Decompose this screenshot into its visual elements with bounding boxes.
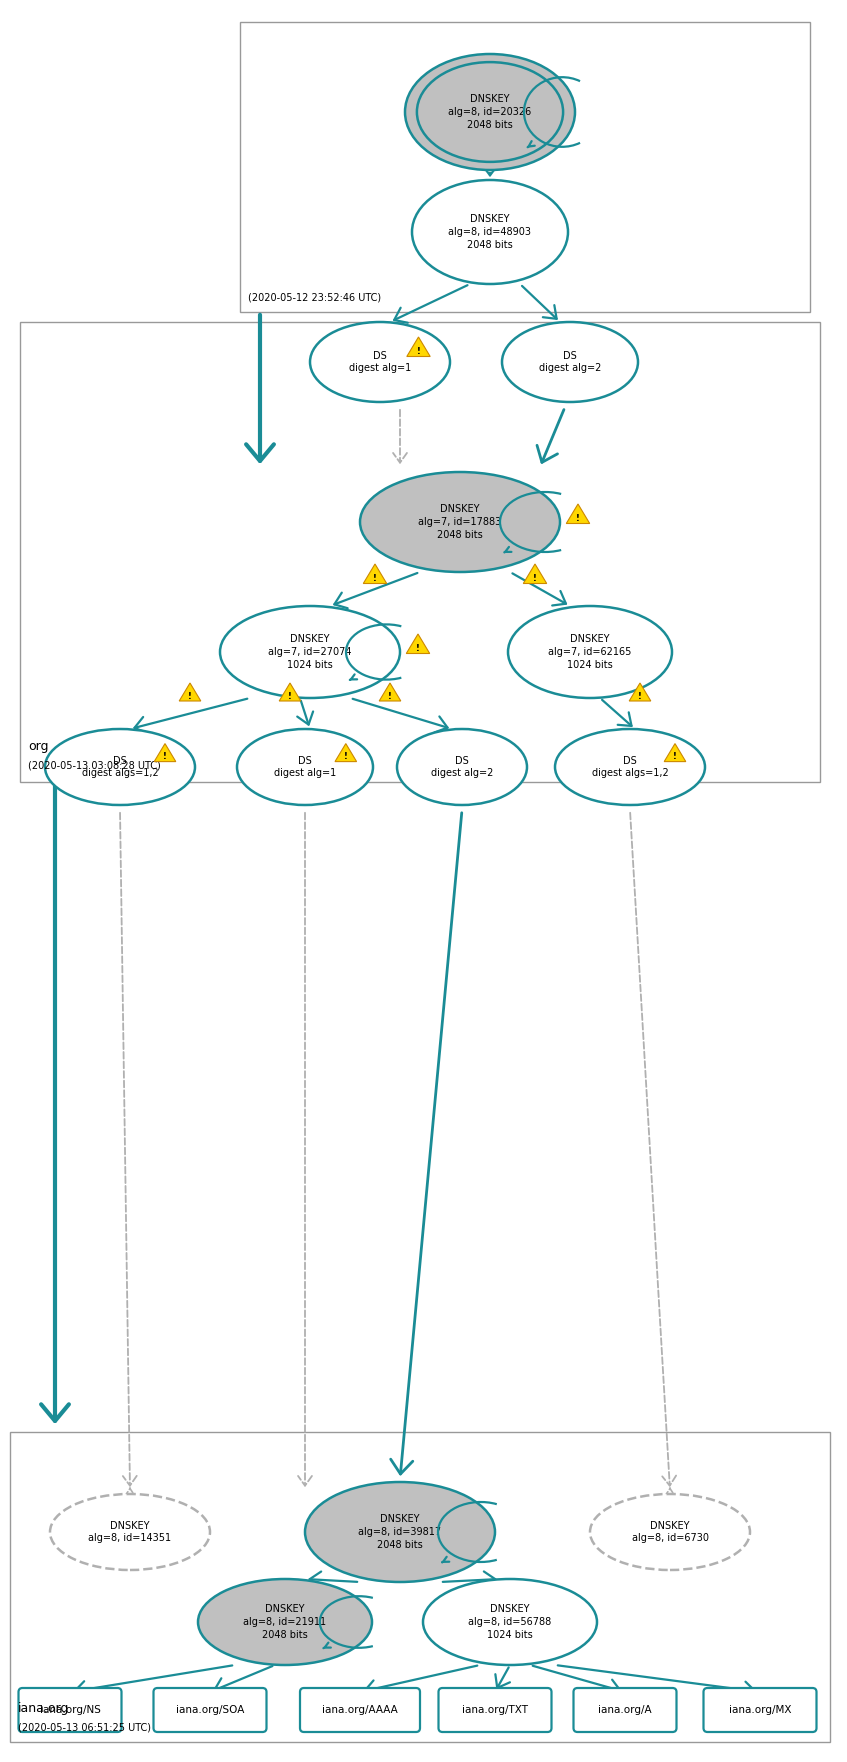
Text: !: ! — [163, 752, 167, 761]
Ellipse shape — [417, 62, 563, 162]
Text: DS
digest alg=2: DS digest alg=2 — [539, 351, 601, 374]
Ellipse shape — [310, 322, 450, 402]
Ellipse shape — [237, 729, 373, 805]
Polygon shape — [407, 337, 430, 356]
Text: DS
digest algs=1,2: DS digest algs=1,2 — [81, 756, 158, 779]
Text: DNSKEY
alg=8, id=14351: DNSKEY alg=8, id=14351 — [88, 1521, 172, 1544]
FancyBboxPatch shape — [240, 21, 810, 312]
Polygon shape — [629, 684, 650, 701]
FancyBboxPatch shape — [300, 1688, 420, 1732]
Text: !: ! — [288, 692, 292, 701]
Text: iana.org/MX: iana.org/MX — [728, 1706, 791, 1714]
Text: DNSKEY
alg=8, id=21911
2048 bits: DNSKEY alg=8, id=21911 2048 bits — [243, 1603, 327, 1640]
Ellipse shape — [220, 606, 400, 698]
FancyBboxPatch shape — [10, 1433, 830, 1743]
Ellipse shape — [305, 1482, 495, 1582]
Text: !: ! — [417, 347, 420, 356]
Text: !: ! — [344, 752, 348, 761]
Text: DNSKEY
alg=8, id=20326
2048 bits: DNSKEY alg=8, id=20326 2048 bits — [448, 93, 532, 130]
Text: !: ! — [638, 692, 642, 701]
FancyBboxPatch shape — [153, 1688, 267, 1732]
Ellipse shape — [412, 180, 568, 284]
Text: (2020-05-12 23:52:46 UTC): (2020-05-12 23:52:46 UTC) — [248, 292, 381, 301]
Text: !: ! — [373, 574, 377, 583]
Text: DNSKEY
alg=7, id=62165
1024 bits: DNSKEY alg=7, id=62165 1024 bits — [548, 634, 632, 670]
FancyBboxPatch shape — [573, 1688, 677, 1732]
Text: DS
digest alg=1: DS digest alg=1 — [274, 756, 336, 779]
Polygon shape — [280, 684, 301, 701]
Ellipse shape — [198, 1579, 372, 1665]
Text: iana.org/SOA: iana.org/SOA — [176, 1706, 244, 1714]
Ellipse shape — [397, 729, 527, 805]
FancyBboxPatch shape — [439, 1688, 551, 1732]
Polygon shape — [335, 744, 357, 761]
Polygon shape — [154, 744, 176, 761]
Text: DNSKEY
alg=8, id=56788
1024 bits: DNSKEY alg=8, id=56788 1024 bits — [468, 1603, 551, 1640]
Ellipse shape — [45, 729, 195, 805]
Text: !: ! — [533, 574, 537, 583]
Polygon shape — [379, 684, 401, 701]
Text: iana.org/A: iana.org/A — [598, 1706, 652, 1714]
Text: !: ! — [416, 643, 420, 652]
Text: (2020-05-13 03:08:28 UTC): (2020-05-13 03:08:28 UTC) — [28, 759, 161, 770]
Polygon shape — [523, 564, 546, 583]
FancyBboxPatch shape — [704, 1688, 817, 1732]
Ellipse shape — [502, 322, 638, 402]
FancyBboxPatch shape — [19, 1688, 121, 1732]
Text: !: ! — [188, 692, 192, 701]
Text: DS
digest algs=1,2: DS digest algs=1,2 — [591, 756, 668, 779]
Polygon shape — [180, 684, 201, 701]
Text: org: org — [28, 740, 48, 752]
Ellipse shape — [508, 606, 672, 698]
Polygon shape — [363, 564, 387, 583]
Polygon shape — [567, 504, 590, 523]
Text: DS
digest alg=2: DS digest alg=2 — [431, 756, 493, 779]
Ellipse shape — [50, 1494, 210, 1570]
Ellipse shape — [590, 1494, 750, 1570]
FancyBboxPatch shape — [20, 322, 820, 782]
Polygon shape — [407, 634, 429, 654]
Text: DNSKEY
alg=8, id=39817
2048 bits: DNSKEY alg=8, id=39817 2048 bits — [358, 1514, 441, 1551]
Polygon shape — [664, 744, 686, 761]
Text: DNSKEY
alg=8, id=48903
2048 bits: DNSKEY alg=8, id=48903 2048 bits — [449, 215, 532, 250]
Ellipse shape — [555, 729, 705, 805]
Text: !: ! — [576, 515, 580, 523]
Text: iana.org: iana.org — [18, 1702, 69, 1714]
Ellipse shape — [405, 55, 575, 169]
Text: !: ! — [388, 692, 392, 701]
Ellipse shape — [360, 472, 560, 573]
Text: DNSKEY
alg=7, id=17883
2048 bits: DNSKEY alg=7, id=17883 2048 bits — [418, 504, 501, 539]
Ellipse shape — [423, 1579, 597, 1665]
Text: DNSKEY
alg=8, id=6730: DNSKEY alg=8, id=6730 — [632, 1521, 708, 1544]
Text: DNSKEY
alg=7, id=27074
1024 bits: DNSKEY alg=7, id=27074 1024 bits — [268, 634, 352, 670]
Text: iana.org/TXT: iana.org/TXT — [462, 1706, 528, 1714]
Text: iana.org/AAAA: iana.org/AAAA — [322, 1706, 398, 1714]
Text: DS
digest alg=1: DS digest alg=1 — [349, 351, 411, 374]
Text: (2020-05-13 06:51:25 UTC): (2020-05-13 06:51:25 UTC) — [18, 1721, 151, 1732]
Text: iana.org/NS: iana.org/NS — [40, 1706, 101, 1714]
Text: !: ! — [673, 752, 677, 761]
